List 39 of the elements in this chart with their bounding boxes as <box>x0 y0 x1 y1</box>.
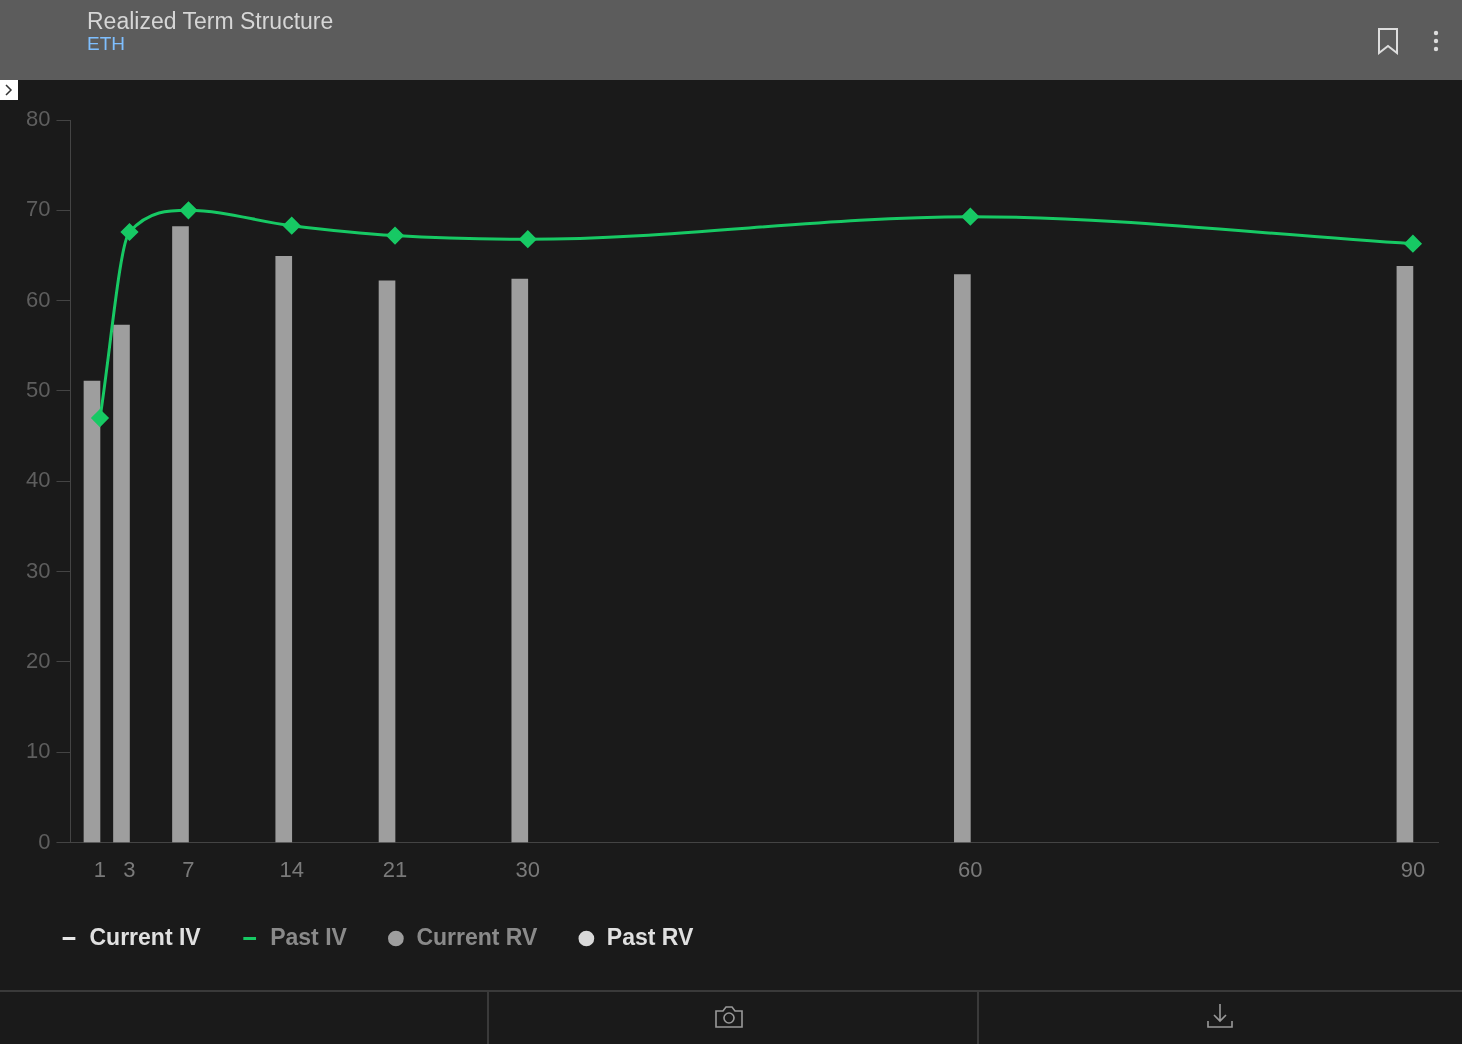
bar <box>275 256 293 843</box>
bar <box>113 324 130 843</box>
y-tick-label: 10 <box>25 738 51 764</box>
y-tick-label: 50 <box>25 377 51 403</box>
x-tick-label: 7 <box>182 856 195 882</box>
chart-subtitle: ETH <box>87 33 125 55</box>
legend-label: Past IV <box>270 923 348 950</box>
y-tick-label: 40 <box>25 467 51 493</box>
legend-label: Past RV <box>606 923 695 950</box>
point <box>91 409 109 427</box>
bar <box>83 380 101 843</box>
y-tick-label: 20 <box>25 648 51 674</box>
legend-label: Current RV <box>416 923 539 950</box>
x-tick-label: 30 <box>515 856 541 882</box>
point <box>519 230 537 248</box>
y-tick-label: 30 <box>25 557 51 583</box>
x-tick-label: 3 <box>123 856 136 882</box>
point <box>120 223 138 241</box>
bar <box>1396 266 1414 843</box>
point <box>1404 235 1422 253</box>
y-tick-label: 60 <box>25 286 51 312</box>
y-tick-label: 70 <box>25 196 51 222</box>
bar <box>378 280 396 843</box>
point <box>283 217 301 235</box>
x-tick-label: 14 <box>279 856 304 882</box>
bar <box>954 274 971 843</box>
x-tick-label: 1 <box>93 856 107 882</box>
x-tick-label: 21 <box>382 856 408 882</box>
x-tick-label: 60 <box>958 856 983 882</box>
bar <box>511 278 529 843</box>
chart-title: Realized Term Structure <box>87 8 334 35</box>
bar <box>172 226 189 843</box>
point <box>179 201 197 219</box>
point <box>961 208 979 226</box>
legend-label: Current IV <box>89 923 202 950</box>
y-tick-label: 0 <box>38 828 51 854</box>
x-tick-label: 90 <box>1400 856 1426 882</box>
y-tick-label: 80 <box>25 106 51 132</box>
point <box>386 227 404 245</box>
